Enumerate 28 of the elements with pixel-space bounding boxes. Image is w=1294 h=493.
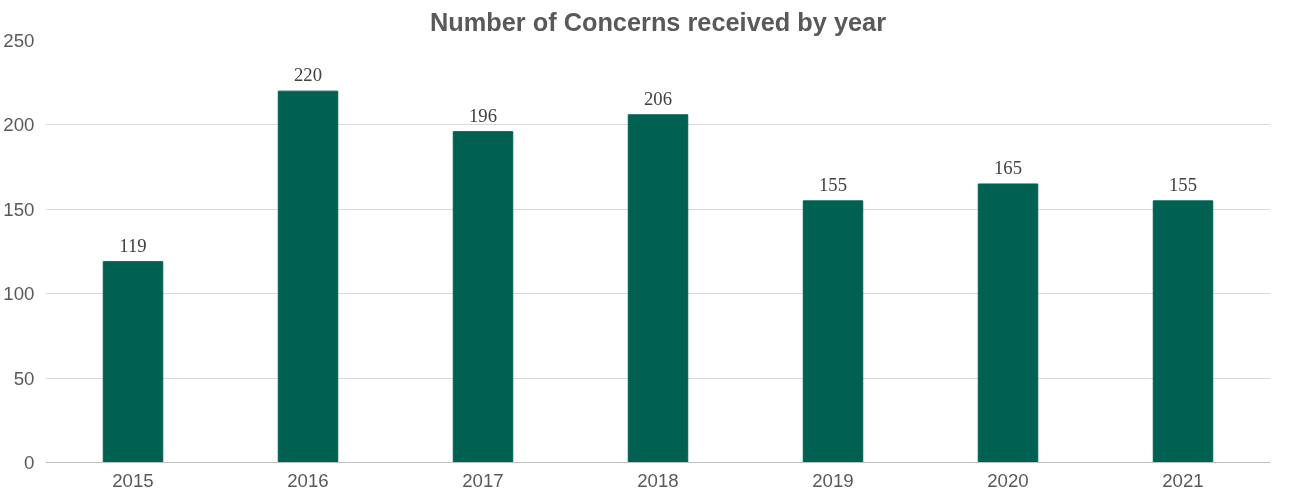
data-label: 220 <box>294 64 322 86</box>
y-tick-label: 250 <box>3 30 35 51</box>
data-label: 206 <box>644 87 672 109</box>
data-label: 155 <box>819 173 847 195</box>
x-tick-label: 2015 <box>112 469 154 491</box>
y-tick-label: 100 <box>3 283 35 305</box>
data-label: 155 <box>1169 173 1197 195</box>
bar <box>1152 200 1214 463</box>
bar <box>627 114 689 463</box>
bar <box>802 200 864 463</box>
x-tick-label: 2021 <box>1162 469 1204 491</box>
x-tick-label: 2018 <box>637 469 679 491</box>
data-label: 119 <box>119 234 147 256</box>
chart-title: Number of Concerns received by year <box>429 7 887 36</box>
data-label: 165 <box>994 156 1022 178</box>
y-tick-label: 150 <box>3 198 35 220</box>
y-tick-label: 50 <box>13 367 35 389</box>
bar <box>102 261 164 463</box>
y-tick-label: 200 <box>3 114 35 136</box>
x-tick-label: 2016 <box>287 469 329 491</box>
bar <box>977 183 1039 463</box>
x-tick-label: 2020 <box>987 469 1029 491</box>
x-tick-label: 2017 <box>462 469 504 491</box>
x-tick-label: 2019 <box>812 469 854 491</box>
y-tick-label: 0 <box>24 452 35 473</box>
bar <box>277 90 339 463</box>
data-label: 196 <box>469 104 497 126</box>
bar <box>452 131 514 463</box>
